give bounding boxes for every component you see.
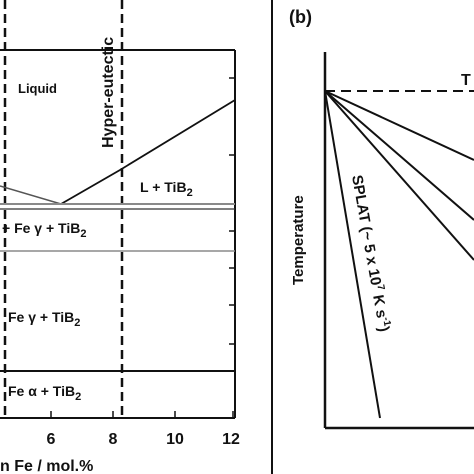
cooling-rate-panel: (b) T Temperature SPLAT (~ 5 x 107 K s-1…	[289, 7, 474, 430]
bottom-axis-ticks	[50, 411, 234, 418]
region-liquid-label: Liquid	[18, 81, 57, 96]
x-tick-label-8: 8	[109, 431, 118, 448]
phase-diagram-panel: Liquid L + TiB2 + Fe γ + TiB2 Fe γ + TiB…	[0, 0, 240, 474]
region-l-tib2-label: L + TiB2	[140, 179, 193, 199]
region-fealpha-tib2-label: Fe α + TiB2	[8, 383, 81, 403]
cooling-curve-3	[324, 90, 474, 221]
liquidus-left	[0, 185, 62, 205]
top-label-partial: T	[461, 72, 471, 89]
panel-b-label: (b)	[289, 7, 312, 27]
cooling-curve-splat	[324, 90, 381, 419]
x-tick-label-12: 12	[222, 431, 240, 448]
splat-cooling-rate-label: SPLAT (~ 5 x 107 K s-1)	[348, 174, 393, 334]
cooling-curve-2	[324, 90, 474, 261]
temperature-axis-label: Temperature	[290, 195, 307, 285]
right-axis-ticks	[229, 77, 235, 345]
x-tick-label-10: 10	[166, 431, 184, 448]
cooling-curve-4	[324, 90, 474, 161]
hyper-eutectic-label: Hyper-eutectic	[100, 37, 117, 148]
liquidus-right	[60, 99, 236, 205]
x-tick-label-6: 6	[47, 431, 56, 448]
region-fegamma-tib2-lower-label: Fe γ + TiB2	[8, 309, 80, 329]
x-axis-label: n Fe / mol.%	[0, 458, 93, 474]
region-fegamma-tib2-upper-label: + Fe γ + TiB2	[2, 220, 86, 240]
